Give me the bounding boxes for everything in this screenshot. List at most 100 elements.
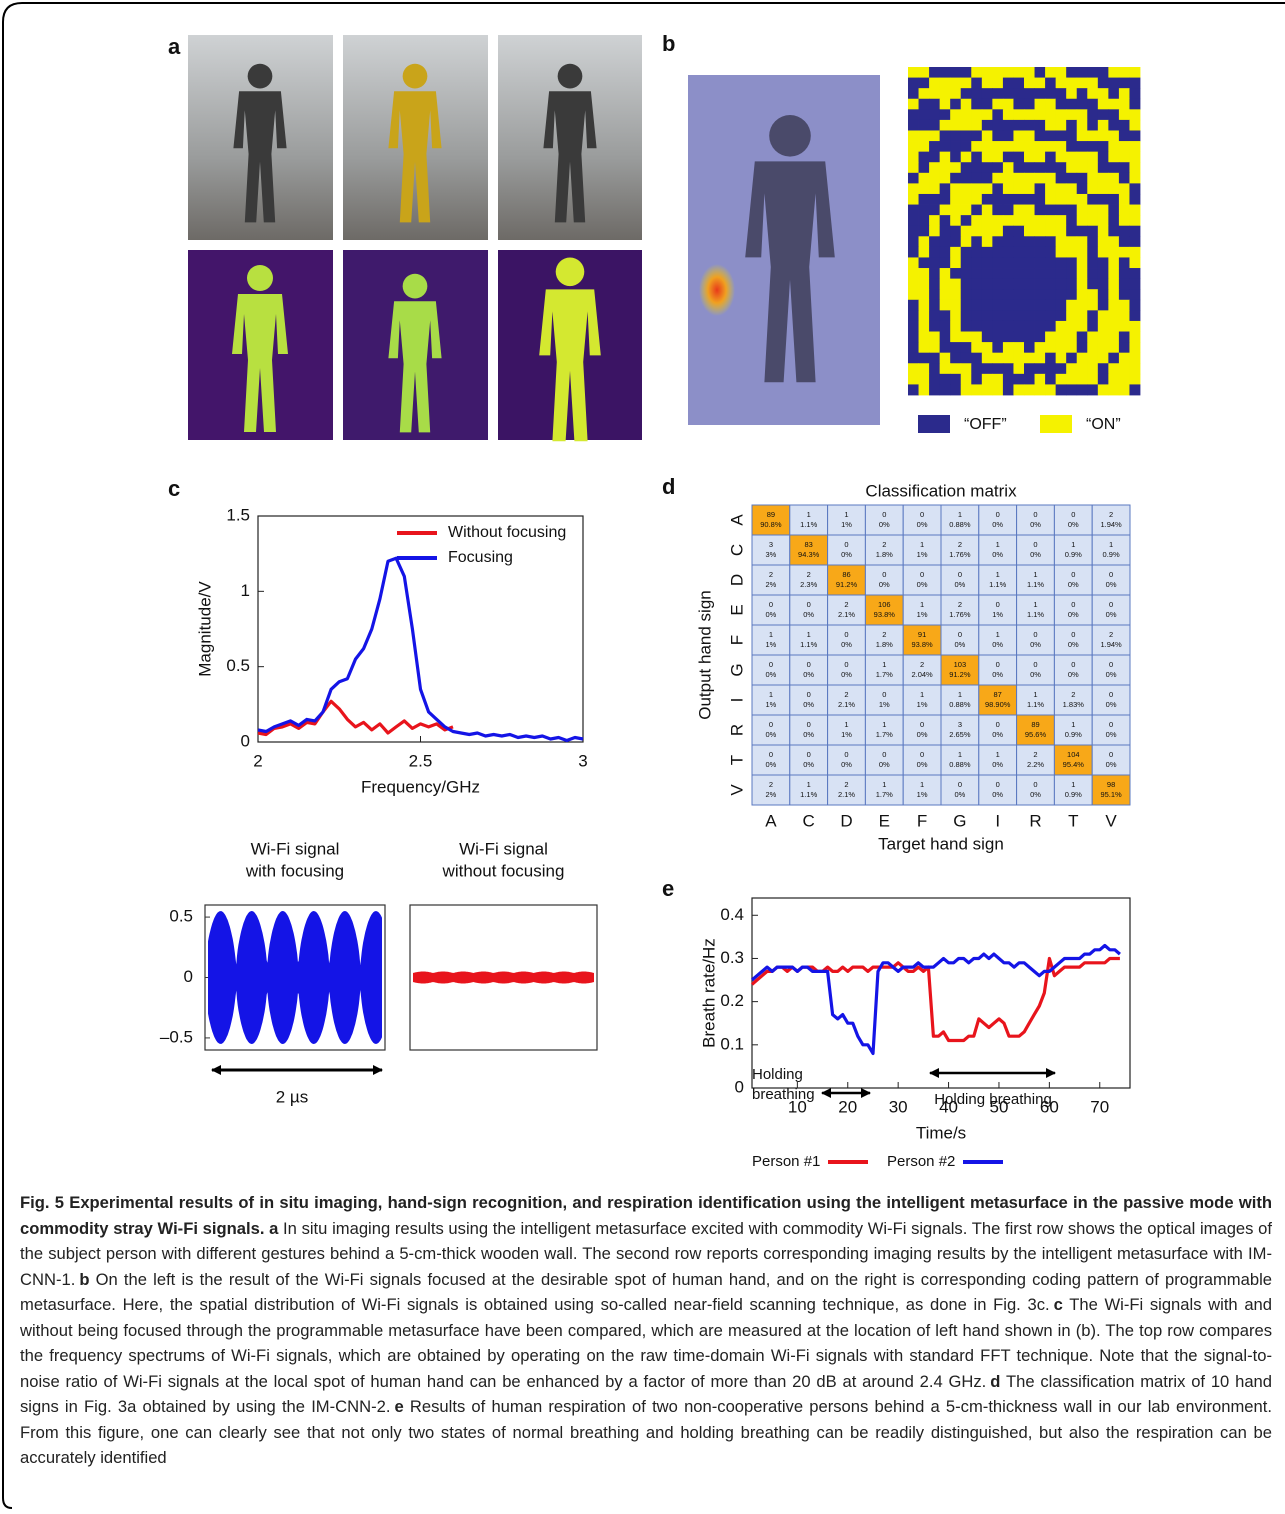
coding-cell xyxy=(1013,310,1024,321)
cell-count: 0 xyxy=(1109,600,1113,609)
cell-percent: 91.2% xyxy=(949,670,971,679)
coding-cell xyxy=(950,194,961,205)
coding-cell xyxy=(1108,109,1119,120)
coding-cell xyxy=(908,109,919,120)
caption-label: b xyxy=(79,1270,89,1289)
cell-percent: 1% xyxy=(917,550,928,559)
cell-percent: 0% xyxy=(803,730,814,739)
focus-spot xyxy=(699,264,735,316)
coding-cell xyxy=(1066,236,1077,247)
y-tick-label: A xyxy=(727,514,746,526)
coding-cell xyxy=(1066,183,1077,194)
coding-cell xyxy=(961,384,972,395)
cell-percent: 2.3% xyxy=(800,580,817,589)
cell-percent: 0% xyxy=(992,520,1003,529)
coding-cell xyxy=(1108,236,1119,247)
cell-percent: 0% xyxy=(954,640,965,649)
coding-cell xyxy=(919,194,930,205)
coding-cell xyxy=(1056,363,1067,374)
coding-cell xyxy=(1035,384,1046,395)
coding-cell xyxy=(1066,384,1077,395)
coding-cell xyxy=(971,363,982,374)
coding-cell xyxy=(1024,236,1035,247)
y-tick-label: 0.5 xyxy=(169,907,193,926)
coding-cell xyxy=(1108,300,1119,311)
coding-cell xyxy=(1119,332,1130,343)
coding-cell xyxy=(1077,99,1088,110)
cell-percent: 0% xyxy=(765,730,776,739)
coding-cell xyxy=(1035,353,1046,364)
caption-label: e xyxy=(394,1397,403,1416)
cell-percent: 0% xyxy=(1030,670,1041,679)
coding-cell xyxy=(940,173,951,184)
coding-cell xyxy=(1003,363,1014,374)
x-tick-label: A xyxy=(765,811,777,830)
cell-percent: 0% xyxy=(1030,520,1041,529)
coding-cell xyxy=(929,332,940,343)
coding-cell xyxy=(971,205,982,216)
coding-cell xyxy=(1024,374,1035,385)
coding-cell xyxy=(1066,332,1077,343)
coding-cell xyxy=(1066,321,1077,332)
coding-cell xyxy=(1003,109,1014,120)
cell-percent: 0% xyxy=(1068,640,1079,649)
coding-cell xyxy=(982,67,993,78)
coding-cell xyxy=(971,236,982,247)
cell-count: 2 xyxy=(807,570,811,579)
coding-cell xyxy=(1056,78,1067,89)
coding-cell xyxy=(1056,310,1067,321)
y-axis-label: Breath rate/Hz xyxy=(699,938,718,1048)
coding-cell xyxy=(919,363,930,374)
coding-cell xyxy=(1013,162,1024,173)
cell-percent: 0% xyxy=(803,670,814,679)
coding-cell xyxy=(940,279,951,290)
coding-cell xyxy=(1066,78,1077,89)
coding-cell xyxy=(1045,310,1056,321)
cell-count: 2 xyxy=(1109,630,1113,639)
coding-cell xyxy=(982,183,993,194)
coding-cell xyxy=(1003,99,1014,110)
coding-cell xyxy=(950,257,961,268)
coding-cell xyxy=(1087,384,1098,395)
cell-count: 1 xyxy=(807,630,811,639)
coding-cell xyxy=(1035,268,1046,279)
cell-percent: 1% xyxy=(917,790,928,799)
coding-cell xyxy=(1013,141,1024,152)
cell-count: 0 xyxy=(996,600,1000,609)
coding-cell xyxy=(1035,183,1046,194)
coding-cell xyxy=(992,194,1003,205)
coding-cell xyxy=(1056,152,1067,163)
cell-count: 0 xyxy=(996,780,1000,789)
coding-cell xyxy=(1035,310,1046,321)
panel-title: with focusing xyxy=(245,861,344,880)
coding-cell xyxy=(1003,353,1014,364)
coding-cell xyxy=(1077,268,1088,279)
cell-count: 1 xyxy=(958,690,962,699)
coding-cell xyxy=(1056,342,1067,353)
coding-cell xyxy=(1024,268,1035,279)
coding-cell xyxy=(1013,226,1024,237)
coding-cell xyxy=(929,215,940,226)
coding-cell xyxy=(1129,236,1140,247)
coding-cell xyxy=(1013,257,1024,268)
coding-cell xyxy=(1066,162,1077,173)
coding-cell xyxy=(1087,78,1098,89)
cell-percent: 1% xyxy=(992,610,1003,619)
coding-cell xyxy=(1024,215,1035,226)
coding-cell xyxy=(1098,384,1109,395)
coding-cell xyxy=(950,300,961,311)
coding-cell xyxy=(982,332,993,343)
coding-cell xyxy=(929,374,940,385)
coding-cell xyxy=(992,321,1003,332)
cell-count: 89 xyxy=(767,510,775,519)
x-tick-label: G xyxy=(953,811,966,830)
coding-cell xyxy=(1003,215,1014,226)
coding-cell xyxy=(908,173,919,184)
coding-cell xyxy=(1066,353,1077,364)
cell-count: 0 xyxy=(1033,780,1037,789)
cell-percent: 1.76% xyxy=(949,610,971,619)
coding-cell xyxy=(919,247,930,258)
coding-cell xyxy=(919,183,930,194)
coding-cell xyxy=(1024,384,1035,395)
cell-count: 0 xyxy=(1033,660,1037,669)
